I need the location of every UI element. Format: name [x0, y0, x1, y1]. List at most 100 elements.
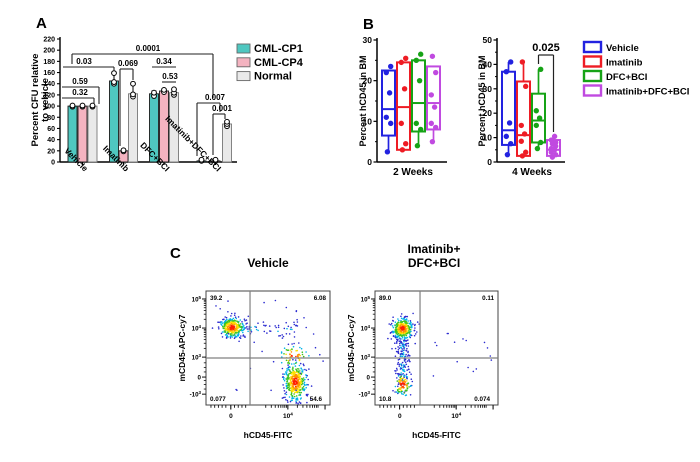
data-point [111, 79, 117, 85]
box [426, 65, 441, 131]
data-point [533, 122, 539, 129]
y-tick-label: 0 [367, 157, 372, 167]
legend-label: DFC+BCI [606, 72, 647, 83]
data-point [384, 149, 391, 155]
data-point [224, 118, 230, 125]
data-points [120, 147, 127, 155]
data-point [388, 63, 394, 70]
y-tick-label: 30 [363, 35, 373, 45]
data-points [198, 156, 205, 164]
sig-value: 0.025 [532, 42, 560, 54]
y-tick-label: 103 [192, 353, 202, 362]
sig-value: 0.069 [118, 59, 139, 68]
quadrant-value-top-left: 89.0 [379, 295, 392, 302]
data-point [548, 137, 554, 143]
data-point [416, 77, 423, 84]
quadrant-value-top-right: 6.08 [314, 295, 327, 302]
x-tick-label: 0 [398, 413, 402, 420]
data-point [111, 70, 117, 77]
box-vehicle [381, 63, 396, 155]
quadrant-value-top-right: 0.11 [482, 295, 494, 302]
data-point [518, 122, 524, 129]
plot-frame [374, 290, 499, 406]
data-point [413, 57, 419, 64]
data-point [130, 80, 136, 87]
data-point [383, 114, 389, 120]
y-axis-ticks: 105 104 103 0 -103 [359, 295, 375, 399]
data-point [398, 59, 404, 66]
panel-b-2weeks-boxplot: 0 10 20 30 2 Weeks Percent hCD45 in BM [358, 35, 447, 178]
legend-swatch [582, 84, 603, 97]
data-point [519, 59, 526, 65]
data-point [508, 141, 514, 147]
data-points [413, 51, 424, 149]
data-point [403, 141, 409, 147]
data-point [89, 102, 96, 109]
data-points [533, 66, 544, 152]
x-tick-label: 0 [229, 413, 233, 420]
box-imatinib [396, 55, 411, 153]
data-points [111, 70, 117, 87]
box-vehicle [501, 59, 516, 158]
y-axis-title: mCD45-APC-cy7 [177, 314, 187, 381]
x-axis-label: 4 Weeks [512, 167, 552, 178]
data-points [69, 102, 76, 110]
data-point [418, 126, 424, 133]
quadrant-value-bottom-left: 10.8 [379, 396, 392, 403]
y-tick-label: 0 [487, 157, 492, 167]
y-axis-ticks: 105 104 103 0 -103 [190, 295, 206, 399]
y-tick-label: 220 [43, 37, 55, 44]
data-point [534, 145, 541, 152]
legend-label: Imatinib+DFC+BCI [606, 87, 689, 98]
plot-title: Vehicle [247, 256, 289, 270]
legend-swatch [582, 40, 603, 54]
y-tick-label: 140 [43, 81, 55, 88]
data-point [506, 120, 513, 126]
bar-series-normal [87, 80, 232, 163]
data-point [383, 69, 389, 76]
box-imatinib [516, 59, 531, 159]
panel-c-label: C [170, 245, 181, 262]
data-points [89, 102, 96, 110]
box-imatinib-dfc-bci [426, 53, 441, 145]
y-tick-label: 103 [361, 353, 371, 362]
y-tick-label: 100 [43, 104, 55, 111]
panel-c-treated-flowplot: 89.0 0.11 10.8 0.074 105 104 103 0 -103 0 104 Imati… [346, 242, 499, 440]
data-point [533, 108, 539, 114]
data-point [388, 120, 394, 127]
y-tick-label: 60 [47, 126, 55, 133]
data-point [429, 53, 436, 59]
data-points [398, 55, 409, 153]
y-tick-label: 10 [483, 133, 493, 143]
bar [87, 105, 98, 163]
data-points [224, 118, 230, 130]
panel-letter-labels: A B C [36, 15, 374, 262]
y-tick-label: 10 [363, 116, 373, 126]
box-dfc-bci [411, 51, 426, 149]
data-points [130, 80, 136, 100]
panel-a-bar-chart: 0 20 40 60 80 100 120 140 160 180 200 220 Percent CF… [30, 37, 237, 174]
data-point [503, 133, 509, 140]
data-points [383, 63, 394, 155]
x-tick-label: 104 [283, 411, 293, 420]
data-points [79, 102, 86, 110]
box [396, 61, 411, 151]
x-tick-label: 104 [451, 411, 461, 420]
data-point [433, 69, 439, 76]
sig-value: 0.34 [156, 57, 172, 66]
plot-title: DFC+BCI [408, 256, 460, 270]
y-tick-label: 105 [192, 295, 202, 304]
data-point [536, 115, 543, 121]
data-point [151, 89, 157, 96]
y-tick-label: 20 [47, 148, 55, 155]
bar [77, 105, 88, 163]
bar-series-cml-cp1 [67, 70, 207, 164]
data-point [413, 120, 419, 127]
data-point [521, 131, 528, 137]
scatter-dots [211, 299, 324, 405]
y-tick-label: 40 [483, 59, 493, 69]
box [381, 69, 396, 137]
y-tick-label: 80 [47, 115, 55, 122]
data-point [198, 156, 205, 163]
